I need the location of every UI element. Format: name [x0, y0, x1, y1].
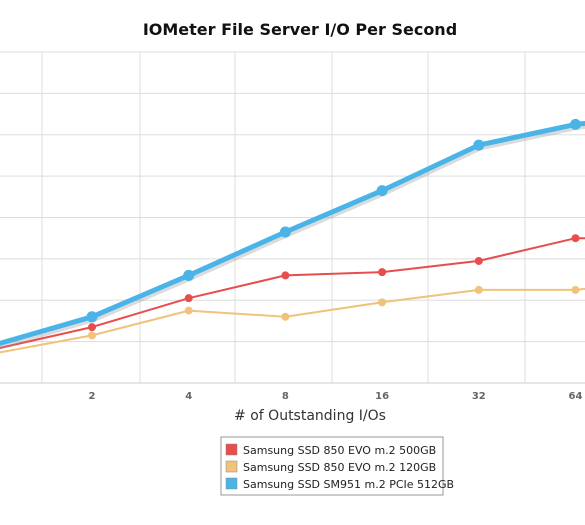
series-line [0, 287, 585, 354]
data-point [473, 139, 485, 151]
x-tick-label: 2 [89, 391, 96, 402]
data-point [279, 226, 291, 238]
series-shadow [0, 121, 585, 350]
x-axis-label: # of Outstanding I/Os [234, 408, 386, 424]
chart-grid [0, 51, 585, 384]
data-point [474, 285, 483, 294]
data-point [86, 311, 98, 323]
data-point [571, 285, 580, 294]
legend-swatch [225, 443, 238, 456]
series-line [0, 237, 585, 349]
x-tick-label: 8 [282, 391, 289, 402]
data-point [474, 256, 483, 265]
legend-label: Samsung SSD 850 EVO m.2 120GB [243, 461, 436, 474]
data-point [183, 269, 195, 281]
legend-label: Samsung SSD 850 EVO m.2 500GB [243, 444, 436, 457]
data-point [88, 323, 96, 332]
x-tick-label: 16 [375, 391, 389, 402]
legend-box [220, 436, 444, 496]
series-line [0, 120, 585, 346]
data-point [184, 294, 193, 303]
legend-swatch [225, 460, 238, 473]
chart-series [0, 118, 585, 354]
data-point [570, 118, 581, 130]
x-axis-ticks: 2 4 8 16 32 64 [89, 391, 583, 402]
legend-label: Samsung SSD SM951 m.2 PCIe 512GB [243, 478, 454, 491]
x-tick-label: 64 [569, 391, 583, 402]
data-point [281, 312, 290, 321]
data-point [571, 234, 580, 243]
x-tick-label: 32 [472, 391, 486, 402]
legend-swatch [225, 477, 238, 490]
x-tick-label: 4 [185, 391, 192, 402]
chart-title: IOMeter File Server I/O Per Second [143, 20, 457, 39]
data-point [378, 298, 387, 307]
data-point [376, 185, 388, 197]
data-point [184, 306, 193, 315]
data-point [88, 331, 96, 340]
chart-legend: Samsung SSD 850 EVO m.2 500GB Samsung SSD… [220, 436, 454, 496]
data-point [281, 271, 290, 280]
data-point [378, 268, 387, 277]
